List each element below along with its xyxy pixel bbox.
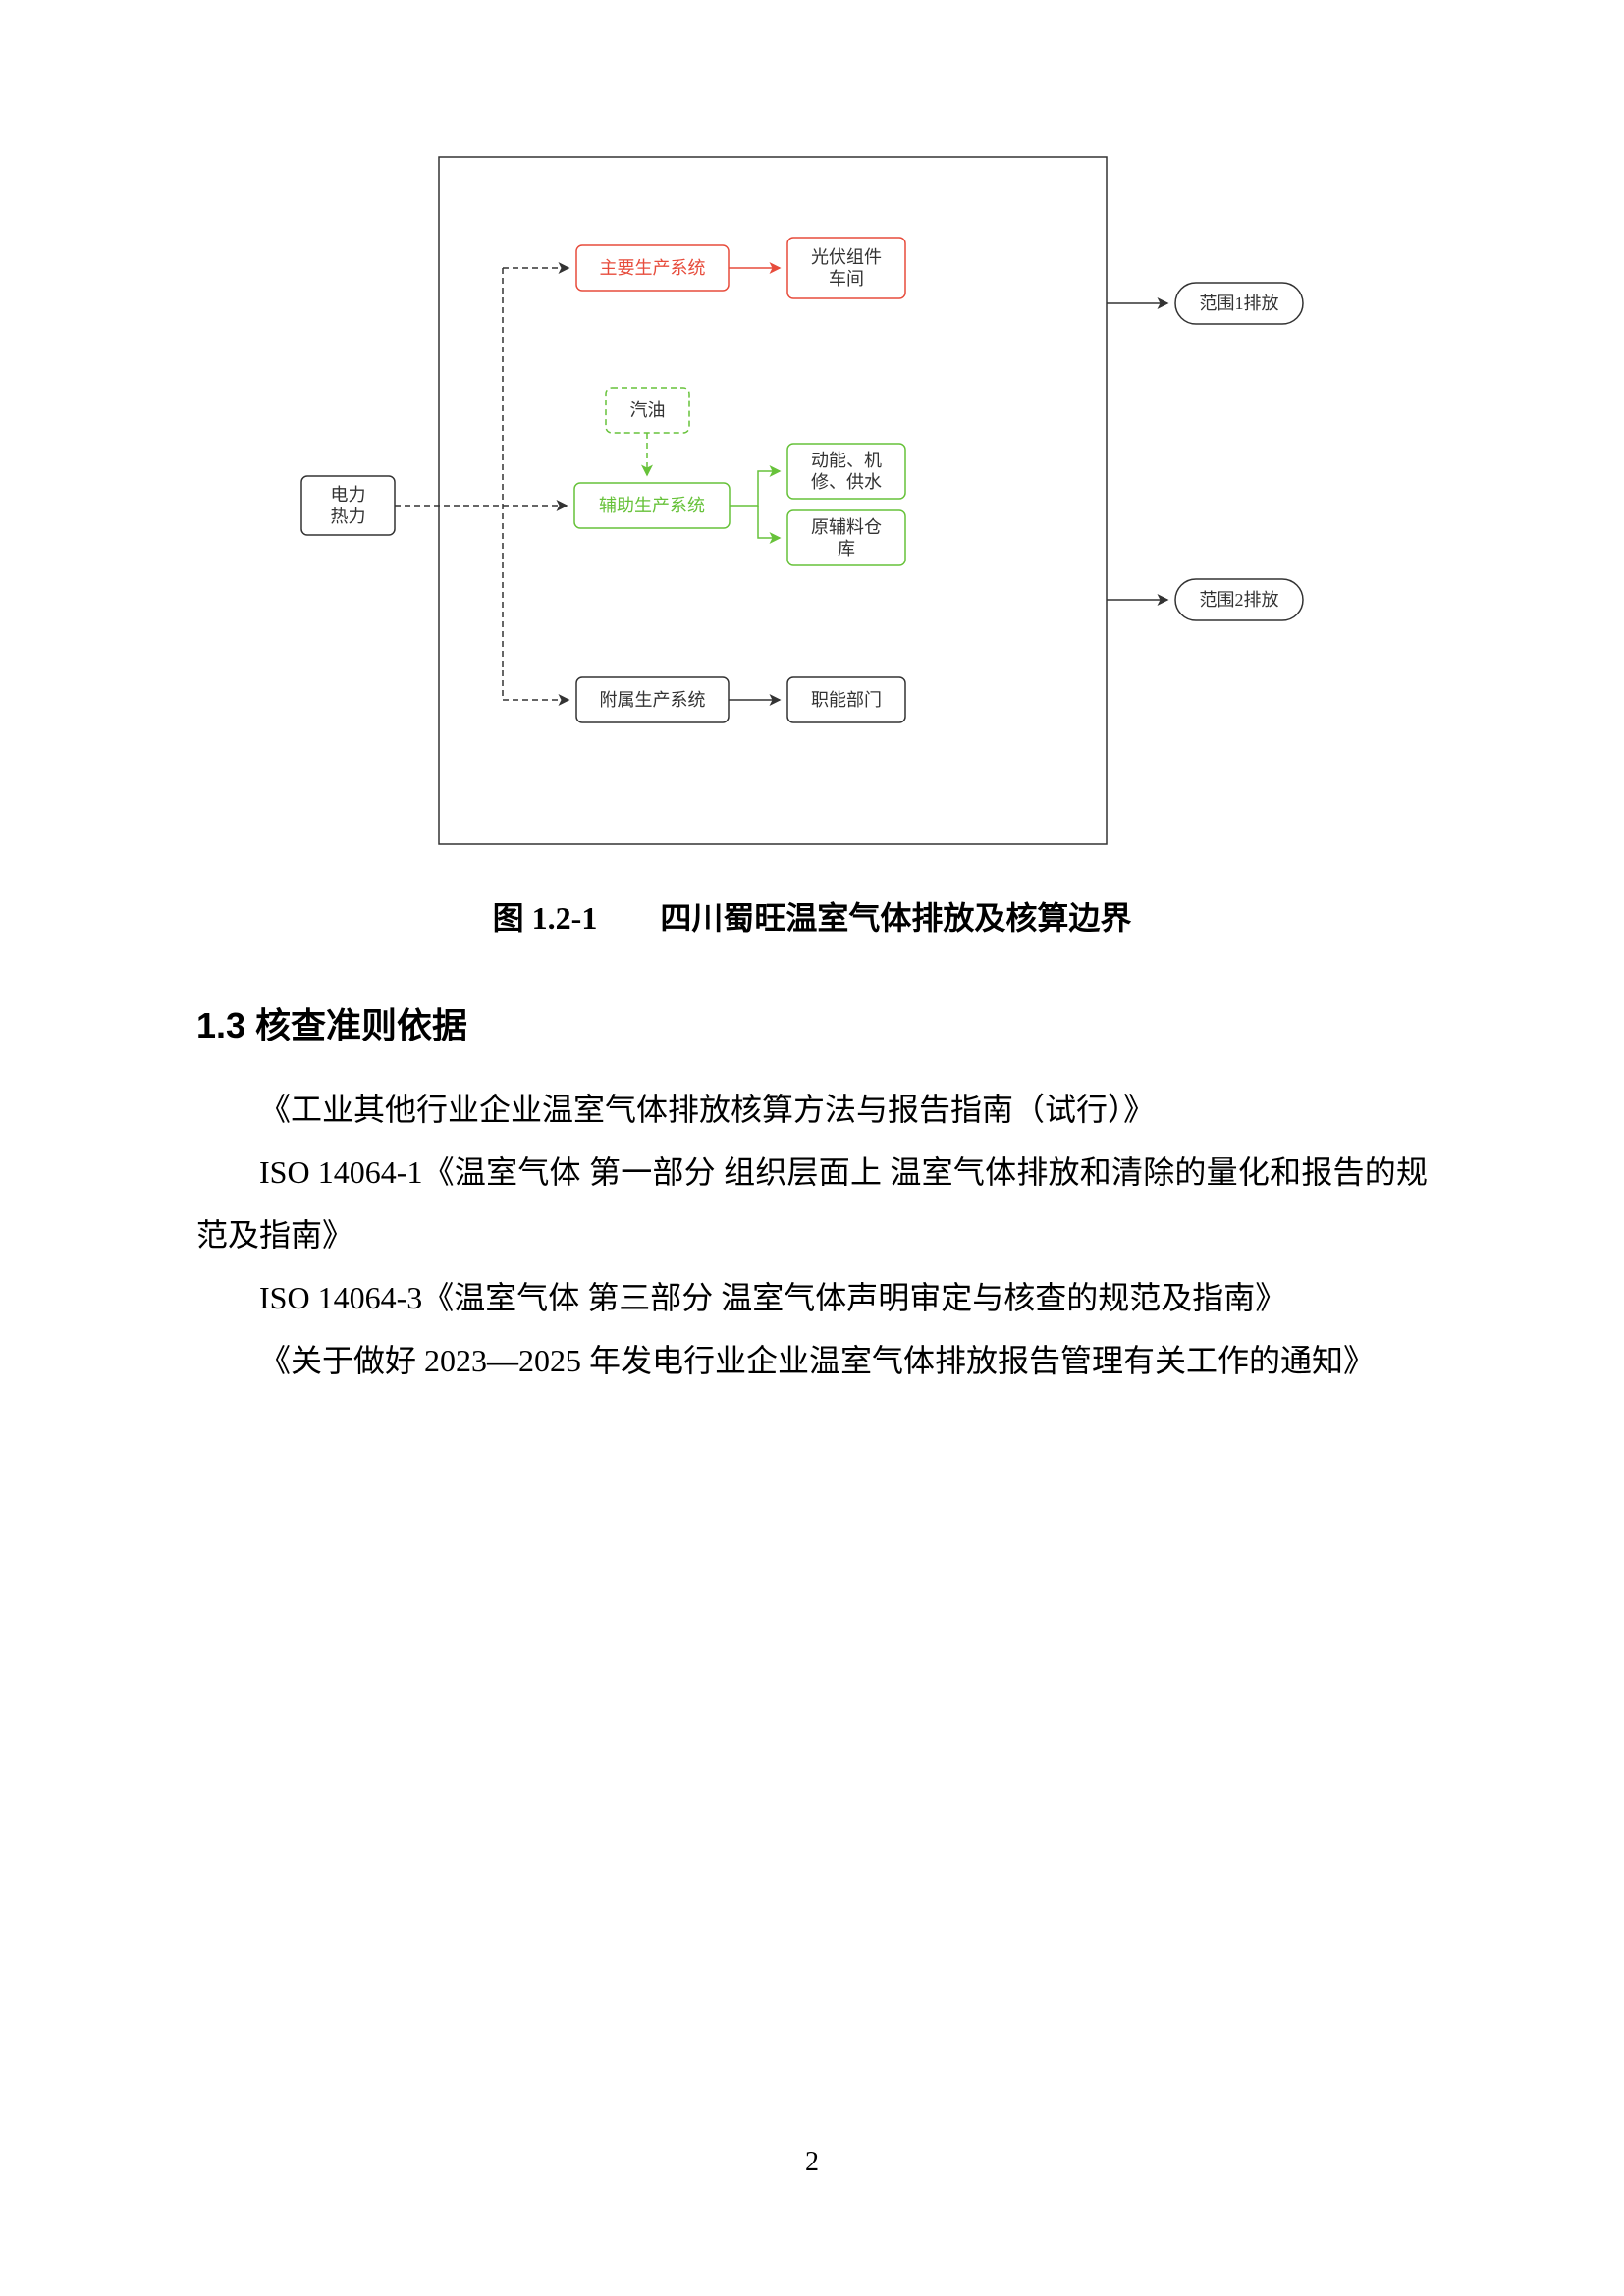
svg-text:原辅料仓: 原辅料仓 (811, 517, 882, 537)
svg-text:修、供水: 修、供水 (811, 472, 882, 492)
paragraph-3: ISO 14064-3《温室气体 第三部分 温室气体声明审定与核查的规范及指南》 (196, 1266, 1428, 1329)
svg-text:汽油: 汽油 (630, 400, 666, 420)
svg-text:主要生产系统: 主要生产系统 (600, 258, 706, 278)
node-main-sys: 主要生产系统 (576, 245, 729, 291)
paragraph-1: 《工业其他行业企业温室气体排放核算方法与报告指南（试行）》 (196, 1078, 1428, 1141)
node-scope2: 范围2排放 (1175, 579, 1303, 620)
node-pv-workshop: 光伏组件车间 (787, 238, 905, 298)
svg-text:库: 库 (838, 539, 855, 559)
svg-text:附属生产系统: 附属生产系统 (600, 690, 706, 710)
edge-aux-branch1 (730, 471, 780, 506)
paragraph-4: 《关于做好 2023—2025 年发电行业企业温室气体排放报告管理有关工作的通知… (196, 1329, 1428, 1392)
svg-text:范围2排放: 范围2排放 (1200, 590, 1279, 610)
svg-text:动能、机: 动能、机 (811, 451, 882, 470)
node-warehouse: 原辅料仓库 (787, 510, 905, 565)
node-sub-sys: 附属生产系统 (576, 677, 729, 722)
node-power-repair: 动能、机修、供水 (787, 444, 905, 499)
flowchart-svg: 电力热力 主要生产系统 光伏组件车间汽油辅助生产系统 动能、机修、供水原辅料仓库附属生… (292, 147, 1332, 864)
node-aux-sys: 辅助生产系统 (574, 483, 730, 528)
node-input: 电力热力 (301, 476, 395, 535)
page-container: 电力热力 主要生产系统 光伏组件车间汽油辅助生产系统 动能、机修、供水原辅料仓库附属生… (0, 0, 1624, 2296)
page-number: 2 (0, 2147, 1624, 2178)
svg-text:范围1排放: 范围1排放 (1200, 294, 1279, 313)
node-gasoline: 汽油 (606, 388, 689, 433)
figure-caption: 图 1.2-1 四川蜀旺温室气体排放及核算边界 (196, 893, 1428, 938)
svg-text:热力: 热力 (331, 507, 366, 526)
edge-aux-branch2 (758, 506, 780, 538)
svg-text:车间: 车间 (829, 269, 864, 289)
diagram-container: 电力热力 主要生产系统 光伏组件车间汽油辅助生产系统 动能、机修、供水原辅料仓库附属生… (292, 147, 1332, 864)
svg-text:光伏组件: 光伏组件 (811, 247, 882, 267)
node-scope1: 范围1排放 (1175, 283, 1303, 324)
svg-text:电力: 电力 (331, 485, 366, 505)
svg-text:辅助生产系统: 辅助生产系统 (599, 496, 705, 515)
paragraph-2: ISO 14064-1《温室气体 第一部分 组织层面上 温室气体排放和清除的量化… (196, 1141, 1428, 1266)
section-heading: 1.3 核查准则依据 (196, 997, 1428, 1048)
svg-text:职能部门: 职能部门 (811, 690, 882, 710)
node-dept: 职能部门 (787, 677, 905, 722)
